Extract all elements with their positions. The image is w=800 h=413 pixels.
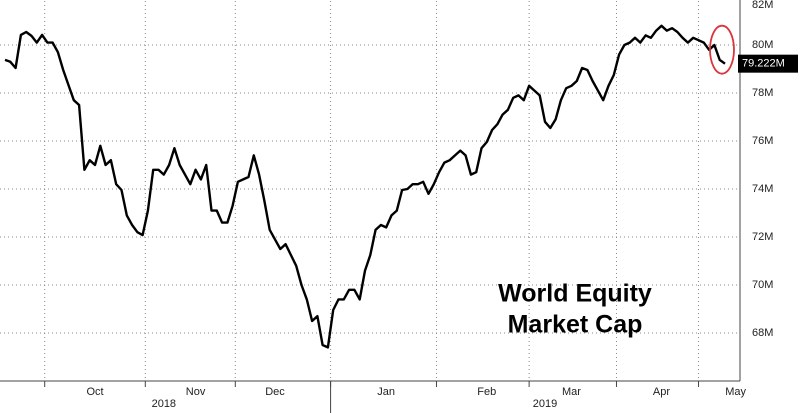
y-tick-label: 78M: [752, 87, 773, 99]
x-tick-label: Feb: [477, 386, 496, 398]
chart-title: World Equity: [498, 280, 652, 308]
x-tick-label: Apr: [653, 386, 670, 398]
y-tick-label: 68M: [752, 327, 773, 339]
x-tick-label: Mar: [562, 386, 581, 398]
chart-title: Market Cap: [508, 311, 643, 339]
x-tick-label: Oct: [86, 386, 103, 398]
y-tick-label: 74M: [752, 183, 773, 195]
year-label: 2019: [533, 398, 557, 410]
value-label-box: [738, 54, 798, 73]
line: [4, 24, 726, 349]
y-tick-label: 72M: [752, 231, 773, 243]
y-tick-label: 82M: [752, 0, 773, 11]
highlight-circle: [709, 24, 735, 75]
x-tick-label: Nov: [186, 386, 206, 398]
y-tick-label: 80M: [752, 39, 773, 51]
y-tick-label: 76M: [752, 135, 773, 147]
x-tick-label: May: [725, 386, 746, 398]
value-label: 79.222M: [742, 58, 785, 70]
x-tick-label: Jan: [377, 386, 395, 398]
year-label: 2018: [152, 398, 176, 410]
x-tick-label: Dec: [265, 386, 285, 398]
y-tick-label: 70M: [752, 279, 773, 291]
